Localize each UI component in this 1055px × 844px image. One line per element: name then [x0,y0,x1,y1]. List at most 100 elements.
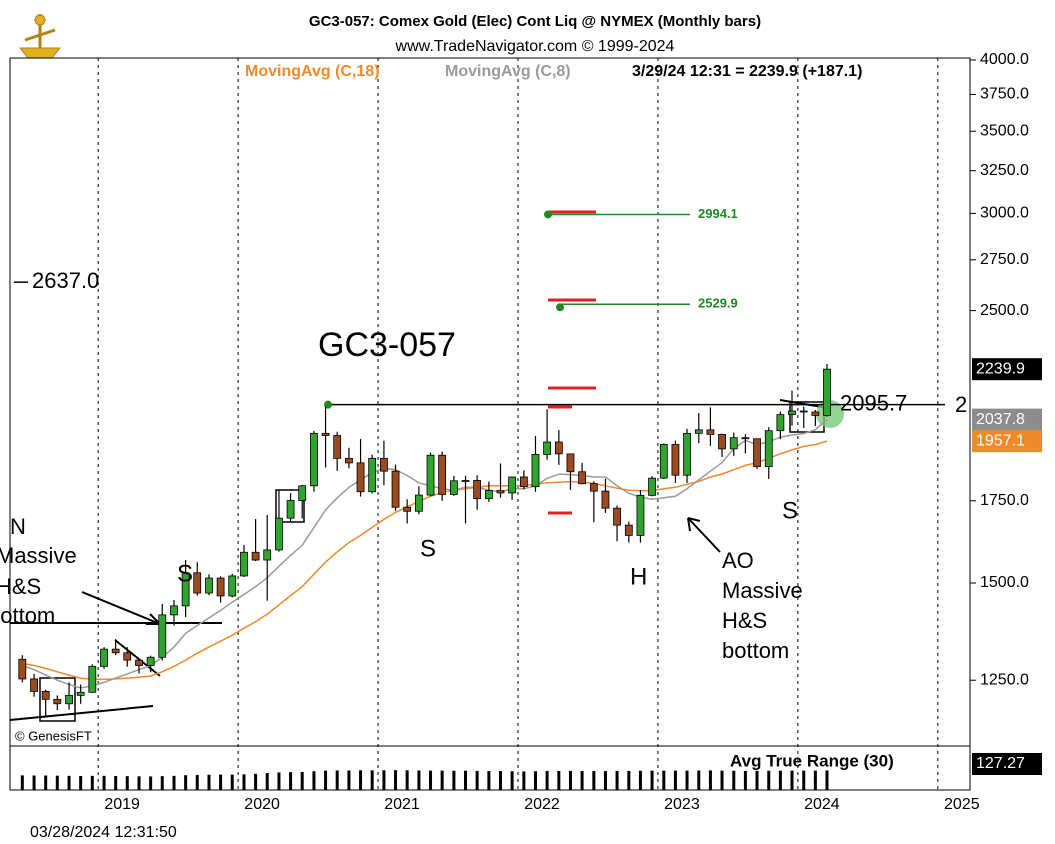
candle-body [193,572,202,594]
candle-body [578,471,586,485]
atr-bar [335,770,339,790]
candle-body [298,485,307,501]
candle-body [368,457,377,493]
candle-body [636,494,645,536]
atr-bar [720,770,724,790]
atr-bar [207,774,211,790]
candle-body [799,410,808,413]
candle-body [263,549,272,561]
candle-body [741,437,750,440]
annotation: bottom [0,603,55,628]
candle-body [776,414,785,432]
atr-bar [79,776,83,790]
atr-bar [370,770,374,790]
atr-bar [813,770,817,790]
candle-body [286,500,295,519]
atr-bar [394,770,398,790]
candle-body [811,411,820,416]
atr-bar [265,773,269,790]
atr-bar [603,771,607,790]
timestamp: 03/28/2024 12:31:50 [30,824,177,841]
candle-body [321,432,330,436]
x-tick-label: 2022 [524,796,560,813]
candle-body [205,577,213,594]
atr-bar [638,770,642,790]
atr-bar [615,770,619,790]
atr-bar [533,771,537,790]
atr-bar [557,770,561,790]
candle-body [729,437,738,450]
atr-bar [230,774,234,790]
annotation: S [782,497,798,524]
atr-bar [790,770,794,790]
atr-bar [662,770,666,790]
candle-body [461,480,470,482]
target-label: 2994.1 [698,206,738,221]
candle-body [508,476,517,494]
candle-body [531,454,540,488]
atr-bar [802,770,806,790]
annotation: N [10,514,26,539]
atr-bar [545,770,549,790]
candle-body [356,462,365,493]
candle-body [170,605,178,616]
atr-bar [184,775,188,790]
atr-bar [440,770,444,790]
candle-body [589,483,598,492]
level-label: 2637.0 [32,268,99,293]
price-tag [972,430,1042,453]
price-tag [972,408,1042,431]
candle-body [496,490,505,494]
atr-bar [347,770,351,790]
atr-bar [300,772,304,790]
price-tag [972,753,1042,775]
candle-body [706,429,715,435]
x-tick-label: 2020 [244,796,280,813]
candle-body [764,430,773,467]
candle-body [403,506,412,512]
candle-body [554,441,563,455]
candle-body [135,659,143,666]
y-tick-label: 3500.0 [980,122,1029,139]
candle-body [30,678,38,692]
atr-bar [708,770,712,790]
y-tick-label: 2750.0 [980,251,1029,268]
atr-bar [55,775,59,790]
atr-bar [289,772,293,790]
copyright: © GenesisFT [15,728,92,743]
candle-body [543,441,551,455]
atr-bar [160,776,164,790]
candle-body [100,648,108,667]
atr-bar [219,774,223,790]
candle-body [473,480,482,500]
candle-body [111,648,120,654]
annotation: H&S [0,574,41,599]
candle-body [18,658,27,680]
candle-body [484,490,493,500]
price-tag-label: 2239.9 [976,360,1025,377]
atr-bar [277,772,281,790]
legend-entry: MovingAvg (C,8) [445,63,571,80]
annotation: H&S [722,608,767,633]
candle-body [275,517,283,551]
atr-bar [673,770,677,790]
target-dot [556,303,564,312]
candle-body [240,551,248,577]
atr-bar [137,776,141,790]
atr-bar [20,775,24,790]
candle-body [88,665,97,693]
candle-body [788,410,796,416]
annotation: Massive [722,578,803,603]
candle-body [228,575,237,597]
atr-bar [254,773,258,790]
atr-bar [778,770,782,790]
atr-bar [580,771,584,790]
candle-body [41,691,50,700]
atr-bar [475,770,479,790]
atr-bar [685,770,689,790]
atr-bar [743,770,747,790]
atr-bar [90,775,94,790]
atr-bar [487,771,491,790]
candle-body [426,454,435,496]
